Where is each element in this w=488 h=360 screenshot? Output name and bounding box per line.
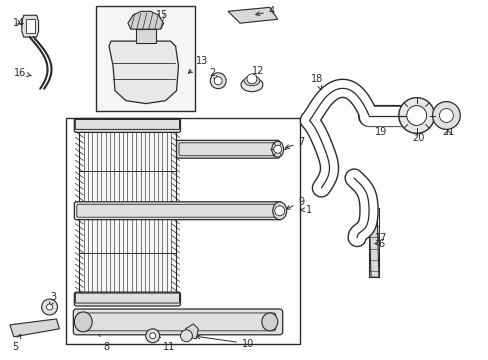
Text: 12: 12 [251, 66, 264, 78]
Polygon shape [128, 11, 163, 29]
Ellipse shape [74, 312, 92, 332]
Polygon shape [109, 41, 178, 104]
Text: 16: 16 [14, 68, 31, 78]
Text: 9: 9 [285, 197, 304, 209]
FancyBboxPatch shape [74, 118, 180, 132]
Text: 2: 2 [209, 68, 218, 81]
Circle shape [398, 98, 434, 133]
Text: 21: 21 [441, 127, 454, 138]
Bar [136, 29, 155, 43]
FancyBboxPatch shape [73, 309, 282, 335]
FancyBboxPatch shape [74, 202, 281, 220]
Text: 11: 11 [156, 337, 174, 352]
Text: 14: 14 [13, 18, 25, 28]
Circle shape [246, 74, 256, 84]
Circle shape [439, 109, 452, 122]
Text: 15: 15 [149, 10, 168, 20]
Circle shape [149, 333, 155, 339]
Text: 5: 5 [13, 334, 21, 352]
Circle shape [432, 102, 459, 129]
Circle shape [273, 145, 281, 153]
Text: 20: 20 [411, 131, 424, 143]
Circle shape [145, 329, 160, 343]
Polygon shape [185, 324, 198, 339]
Bar [66, 118, 299, 344]
Bar [26, 19, 35, 33]
Text: 7: 7 [285, 137, 304, 149]
FancyBboxPatch shape [176, 140, 279, 158]
Circle shape [41, 299, 57, 315]
FancyBboxPatch shape [74, 292, 180, 306]
Text: 10: 10 [196, 335, 254, 349]
Circle shape [180, 330, 192, 342]
Polygon shape [10, 319, 60, 337]
Bar [96, 6, 195, 111]
Circle shape [274, 206, 284, 216]
Polygon shape [21, 15, 39, 37]
Ellipse shape [241, 78, 263, 92]
Text: 18: 18 [311, 74, 323, 90]
Text: 4: 4 [255, 6, 274, 16]
Text: 13: 13 [188, 56, 208, 73]
Text: 1: 1 [300, 205, 312, 215]
Polygon shape [368, 208, 378, 277]
Circle shape [406, 105, 426, 125]
Ellipse shape [272, 202, 286, 220]
Ellipse shape [244, 76, 259, 86]
Ellipse shape [262, 313, 277, 331]
Circle shape [210, 73, 225, 89]
Text: 3: 3 [49, 292, 57, 306]
Polygon shape [228, 7, 277, 23]
Text: 8: 8 [93, 325, 109, 352]
Circle shape [46, 304, 52, 310]
Ellipse shape [271, 141, 283, 157]
Circle shape [214, 77, 222, 85]
Text: 6: 6 [374, 239, 384, 248]
Text: 17: 17 [364, 232, 386, 243]
Text: 19: 19 [374, 122, 388, 138]
Bar [79, 130, 175, 294]
